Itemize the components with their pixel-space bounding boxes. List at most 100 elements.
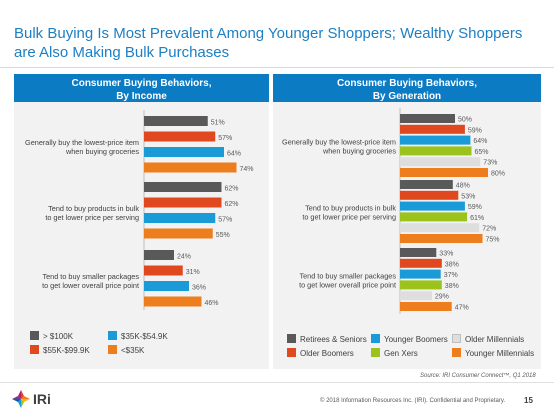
bar: [400, 223, 480, 233]
legend-label: <$35K: [121, 346, 145, 355]
data-label: 80%: [491, 171, 505, 178]
footer-bar: [0, 382, 554, 417]
legend-label: Younger Millennials: [465, 349, 535, 358]
legend-item: <$35K: [108, 345, 144, 355]
iri-logo: IRi: [12, 390, 51, 408]
bar: [144, 162, 237, 173]
data-label: 64%: [473, 138, 487, 145]
legend-label: $55K-$99.9K: [43, 346, 90, 355]
data-label: 61%: [470, 215, 484, 222]
data-label: 38%: [445, 283, 459, 290]
income-chart-header: Consumer Buying Behaviors, By Income: [14, 74, 269, 102]
category-label: when buying groceries: [65, 147, 139, 156]
legend-swatch: [371, 348, 380, 357]
data-label: 24%: [177, 254, 191, 261]
data-label: 59%: [468, 204, 482, 211]
bar: [144, 213, 216, 223]
legend-label: Younger Boomers: [384, 335, 448, 344]
legend-item: Younger Millennials: [452, 348, 534, 358]
category-label: when buying groceries: [322, 146, 396, 155]
category-label: Tend to buy products in bulk: [48, 204, 139, 213]
data-label: 64%: [227, 151, 241, 158]
category-label: to get lower overall price point: [42, 281, 139, 290]
category-label: to get lower price per serving: [302, 212, 396, 221]
data-label: 55%: [216, 232, 230, 239]
generation-chart-title-line1: Consumer Buying Behaviors,: [336, 78, 478, 89]
income-chart-title-line2: By Income: [116, 91, 167, 102]
data-label: 73%: [483, 160, 497, 167]
legend-swatch: [108, 331, 117, 340]
bar: [144, 116, 208, 126]
category-label: Generally buy the lowest-price item: [282, 137, 396, 146]
bar: [144, 147, 224, 157]
generation-chart-panel: Consumer Buying Behaviors, By Generation…: [273, 74, 541, 369]
copyright-text: © 2018 Information Resources Inc. (IRI).…: [320, 398, 506, 404]
income-chart-title-line1: Consumer Buying Behaviors,: [71, 78, 212, 89]
generation-legend: Retirees & Seniors Older Boomers Younger…: [287, 334, 541, 364]
legend-swatch: [452, 334, 461, 343]
data-label: 51%: [211, 120, 225, 127]
data-label: 59%: [468, 127, 482, 134]
bar: [400, 248, 437, 257]
bar: [144, 296, 202, 307]
bar: [400, 280, 442, 290]
bar: [400, 168, 488, 177]
bar: [400, 291, 432, 301]
legend-label: Gen Xers: [384, 349, 418, 358]
bar: [144, 131, 216, 142]
generation-chart-title-line2: By Generation: [372, 91, 442, 102]
bar: [400, 124, 465, 134]
data-label: 57%: [218, 217, 232, 224]
data-label: 37%: [444, 272, 458, 279]
legend-label: Older Boomers: [300, 349, 354, 358]
bar: [400, 180, 453, 189]
data-label: 53%: [461, 193, 475, 200]
bar: [144, 197, 222, 208]
bar: [400, 190, 459, 200]
income-legend: > $100K $55K-$99.9K $35K-$54.9K <$35K: [30, 331, 250, 361]
legend-swatch: [287, 334, 296, 343]
title-divider: [0, 67, 554, 68]
data-label: 65%: [475, 149, 489, 156]
bar: [400, 234, 483, 243]
bar: [400, 146, 472, 156]
legend-swatch: [371, 334, 380, 343]
legend-item: Gen Xers: [371, 348, 418, 358]
logo-text: IRi: [33, 391, 51, 407]
data-label: 50%: [458, 117, 472, 124]
bar: [400, 269, 441, 279]
data-label: 62%: [225, 201, 239, 208]
legend-item: Older Boomers: [287, 348, 354, 358]
category-label: Tend to buy smaller packages: [42, 272, 139, 281]
bar: [400, 114, 455, 123]
legend-item: $55K-$99.9K: [30, 345, 90, 355]
category-label: Generally buy the lowest-price item: [25, 138, 139, 147]
category-label: Tend to buy products in bulk: [305, 203, 396, 212]
legend-swatch: [287, 348, 296, 357]
legend-label: > $100K: [43, 332, 74, 341]
bar: [400, 135, 471, 145]
legend-item: > $100K: [30, 331, 73, 341]
bar: [400, 157, 481, 167]
source-note: Source: IRI Consumer Connect™, Q1 2018: [420, 373, 536, 379]
data-label: 31%: [186, 269, 200, 276]
data-label: 38%: [445, 261, 459, 268]
legend-label: $35K-$54.9K: [121, 332, 168, 341]
legend-item: Retirees & Seniors: [287, 334, 367, 344]
bar: [144, 250, 174, 260]
legend-item: $35K-$54.9K: [108, 331, 168, 341]
category-label: to get lower price per serving: [45, 213, 139, 222]
legend-item: Older Millennials: [452, 334, 524, 344]
data-label: 57%: [218, 135, 232, 142]
data-label: 48%: [456, 183, 470, 190]
income-bar-chart: Generally buy the lowest-price itemwhen …: [25, 110, 254, 310]
bar: [144, 281, 189, 291]
bar: [400, 258, 442, 268]
category-label: to get lower overall price point: [299, 280, 396, 289]
data-label: 47%: [455, 305, 469, 312]
data-label: 74%: [240, 166, 254, 173]
bar: [400, 212, 468, 222]
legend-swatch: [30, 331, 39, 340]
legend-swatch: [30, 345, 39, 354]
data-label: 36%: [192, 285, 206, 292]
